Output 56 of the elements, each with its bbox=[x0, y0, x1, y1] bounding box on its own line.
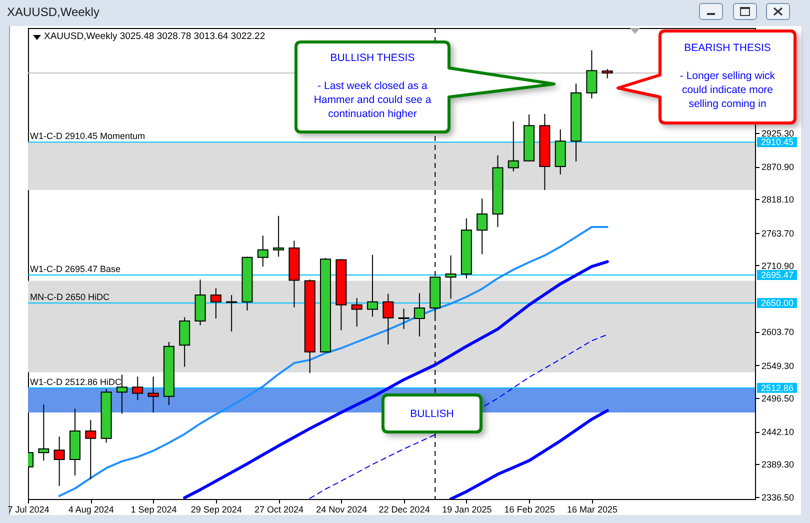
chart-subtitle: XAUUSD,Weekly 3025.48 3028.78 3013.64 3022.22 bbox=[44, 31, 266, 42]
annotation: - Longer selling wick could indicate more selling coming in bbox=[678, 69, 776, 111]
y-tick-label: 2910.45 bbox=[761, 137, 794, 148]
candlestick bbox=[366, 254, 378, 318]
y-tick-label: 2496.50 bbox=[762, 393, 794, 404]
y-tick-label: 2336.50 bbox=[762, 492, 794, 502]
candlestick bbox=[445, 254, 456, 300]
y-tick-label: 2870.90 bbox=[762, 162, 794, 172]
x-tick-label: 7 Jul 2024 bbox=[8, 504, 50, 514]
y-tick-label: 2818.10 bbox=[762, 194, 794, 205]
candlestick bbox=[382, 293, 394, 345]
candlestick bbox=[508, 120, 519, 172]
x-tick-label: 22 Dec 2024 bbox=[378, 504, 430, 514]
candlestick bbox=[38, 404, 50, 462]
y-tick-label: 2549.30 bbox=[762, 360, 794, 371]
annotation: BULLISH bbox=[409, 406, 455, 420]
x-tick-label: 4 Aug 2024 bbox=[68, 504, 114, 514]
candlestick bbox=[148, 376, 159, 413]
y-tick-label: 2650.00 bbox=[761, 298, 794, 308]
candlestick bbox=[210, 288, 222, 320]
line-series bbox=[183, 260, 609, 499]
candlestick bbox=[273, 215, 284, 258]
candlestick bbox=[351, 298, 362, 328]
candlestick bbox=[414, 292, 425, 337]
annotation: - Last week closed as a Hammer and could see a continuation higher bbox=[312, 79, 432, 121]
x-tick-label: 29 Sep 2024 bbox=[190, 504, 242, 514]
candlestick bbox=[54, 436, 65, 487]
candlestick bbox=[602, 68, 613, 79]
y-tick-label: 2710.90 bbox=[762, 260, 794, 271]
y-tick-label: 2925.30 bbox=[762, 128, 794, 138]
x-tick-label: 19 Jan 2025 bbox=[442, 504, 492, 514]
y-tick-label: 2695.47 bbox=[761, 270, 794, 280]
annotation: BEARISH THESIS bbox=[683, 41, 772, 55]
ref-line-label: W1-C-D 2512.86 HiDC bbox=[30, 376, 122, 387]
candlestick bbox=[476, 198, 488, 255]
candlestick bbox=[85, 419, 96, 480]
x-tick-label: 16 Mar 2025 bbox=[566, 504, 618, 514]
y-tick-label: 2763.70 bbox=[762, 228, 794, 238]
x-tick-label: 1 Sep 2024 bbox=[130, 504, 177, 514]
annotation: BULLISH THESIS bbox=[329, 51, 416, 65]
y-tick-label: 2389.30 bbox=[762, 460, 794, 470]
candlestick bbox=[132, 376, 144, 401]
candlestick bbox=[226, 294, 238, 332]
chart-title: XAUUSD,Weekly bbox=[7, 5, 100, 19]
candlestick bbox=[257, 235, 268, 268]
candlestick bbox=[398, 308, 410, 330]
y-tick-label: 2603.70 bbox=[762, 327, 794, 338]
x-tick-label: 16 Feb 2025 bbox=[504, 504, 555, 514]
ref-line-label: W1-C-D 2910.45 Momentum bbox=[30, 131, 146, 142]
y-tick-label: 2442.10 bbox=[762, 427, 794, 438]
ref-line-label: W1-C-D 2695.47 Base bbox=[30, 264, 121, 274]
y-tick-label: 2512.86 bbox=[761, 382, 794, 393]
x-tick-label: 27 Oct 2024 bbox=[254, 504, 304, 514]
candlestick bbox=[586, 50, 598, 99]
ref-line-label: MN-C-D 2650 HiDC bbox=[30, 292, 110, 302]
x-tick-label: 24 Nov 2024 bbox=[316, 504, 368, 514]
